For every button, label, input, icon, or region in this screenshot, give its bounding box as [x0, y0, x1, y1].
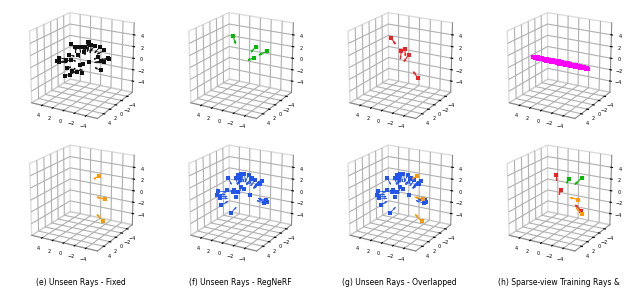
Title: (e) Unseen Rays - Fixed: (e) Unseen Rays - Fixed	[36, 278, 126, 287]
Title: (c) Test Rays: (c) Test Rays	[375, 146, 424, 155]
Title: (f) Unseen Rays - RegNeRF: (f) Unseen Rays - RegNeRF	[189, 278, 292, 287]
Title: (a) All Training Rays: (a) All Training Rays	[43, 146, 120, 155]
Title: (b) Sparse-view Training Rays: (b) Sparse-view Training Rays	[184, 146, 297, 155]
Title: (h) Sparse-view Training Rays &
Unseen Rays & Test Rays: (h) Sparse-view Training Rays & Unseen R…	[498, 278, 620, 289]
Title: (g) Unseen Rays - Overlapped: (g) Unseen Rays - Overlapped	[342, 278, 457, 287]
Title: (d) Spiral Path Rays: (d) Spiral Path Rays	[521, 146, 596, 155]
